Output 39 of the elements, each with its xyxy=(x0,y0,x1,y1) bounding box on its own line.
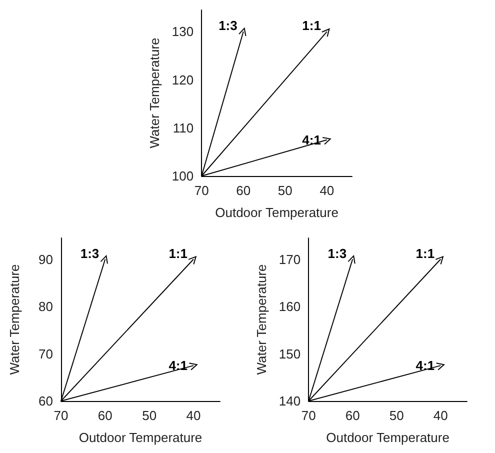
x-tick-label: 50 xyxy=(278,183,292,198)
x-tick-label: 70 xyxy=(194,183,209,198)
x-tick-label: 60 xyxy=(98,408,112,423)
y-tick-label: 120 xyxy=(172,72,194,88)
y-tick-label: 80 xyxy=(38,299,53,314)
x-axis-title: Outdoor Temperature xyxy=(78,430,202,445)
series-label: 1:1 xyxy=(416,246,435,261)
y-tick-label: 130 xyxy=(172,24,194,40)
y-tick-label: 60 xyxy=(38,394,53,408)
y-tick-label: 160 xyxy=(278,299,301,314)
x-tick-label: 60 xyxy=(345,408,360,423)
y-axis-title: Water Temperature xyxy=(254,264,269,375)
series-label: 4:1 xyxy=(168,358,188,374)
x-axis-title: Outdoor Temperature xyxy=(326,430,450,445)
series-label: 1:3 xyxy=(218,18,238,34)
y-tick-label: 150 xyxy=(278,346,301,362)
x-axis-title: Outdoor Temperature xyxy=(215,205,338,220)
series-label: 1:3 xyxy=(80,246,100,261)
series-label: 4:1 xyxy=(302,132,321,148)
y-axis-title: Water Temperature xyxy=(147,38,162,148)
y-tick-label: 110 xyxy=(172,120,194,136)
y-tick-label: 140 xyxy=(278,394,301,408)
x-tick-label: 40 xyxy=(320,183,334,198)
y-tick-label: 70 xyxy=(38,346,53,362)
series-label: 1:1 xyxy=(168,246,188,261)
y-tick-label: 170 xyxy=(278,252,301,267)
y-axis-title: Water Temperature xyxy=(7,264,22,375)
series-label: 4:1 xyxy=(416,358,435,374)
x-tick-label: 70 xyxy=(301,408,316,423)
x-tick-label: 60 xyxy=(236,183,251,198)
series-label: 1:1 xyxy=(302,18,321,34)
series-label: 1:3 xyxy=(328,246,347,261)
y-tick-label: 90 xyxy=(38,252,53,267)
y-tick-label: 100 xyxy=(172,168,194,184)
x-tick-label: 70 xyxy=(54,408,68,423)
x-tick-label: 40 xyxy=(186,408,201,423)
x-tick-label: 50 xyxy=(142,408,157,423)
x-tick-label: 40 xyxy=(433,408,448,423)
x-tick-label: 50 xyxy=(389,408,404,423)
